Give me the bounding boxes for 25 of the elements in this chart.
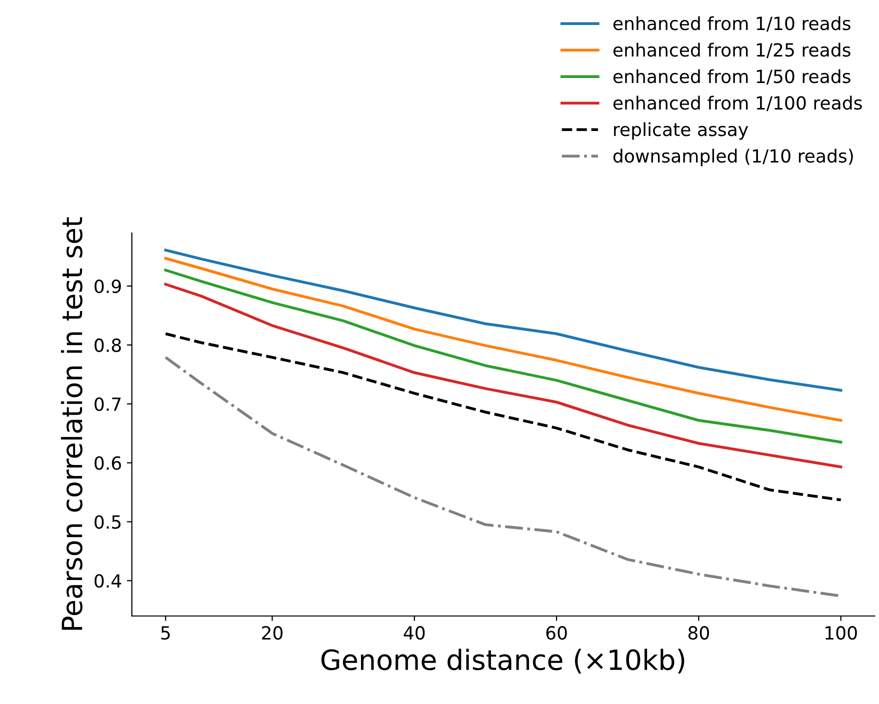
legend-label: downsampled (1/10 reads) — [613, 148, 853, 166]
x-tick-label: 5 — [161, 626, 170, 640]
legend-label: enhanced from 1/50 reads — [613, 69, 850, 85]
legend-label: enhanced from 1/25 reads — [613, 42, 850, 58]
x-tick-label: 40 — [404, 626, 425, 640]
y-axis-title: Pearson correlation in test set — [60, 217, 82, 630]
x-tick-label: 80 — [688, 626, 709, 640]
x-tick-label: 100 — [826, 626, 857, 640]
y-tick-label: 0.9 — [94, 280, 121, 294]
legend-label: replicate assay — [614, 122, 748, 140]
line-series — [164, 256, 842, 422]
y-tick-label: 0.4 — [94, 574, 122, 588]
x-axis-title: Genome distance (×10kb) — [321, 648, 684, 674]
y-tick-label: 0.6 — [94, 456, 121, 470]
legend-label: enhanced from 1/10 reads — [613, 16, 850, 32]
line-series — [164, 332, 842, 502]
line-series — [164, 248, 842, 392]
y-tick-label: 0.7 — [94, 397, 121, 412]
y-tick-label: 0.5 — [94, 515, 121, 529]
x-tick-label: 20 — [262, 626, 283, 640]
x-tick-label: 60 — [546, 626, 567, 640]
legend-label: enhanced from 1/100 reads — [613, 96, 862, 112]
line-series — [164, 268, 842, 444]
line-series — [164, 282, 842, 468]
y-tick-label: 0.8 — [94, 338, 121, 352]
